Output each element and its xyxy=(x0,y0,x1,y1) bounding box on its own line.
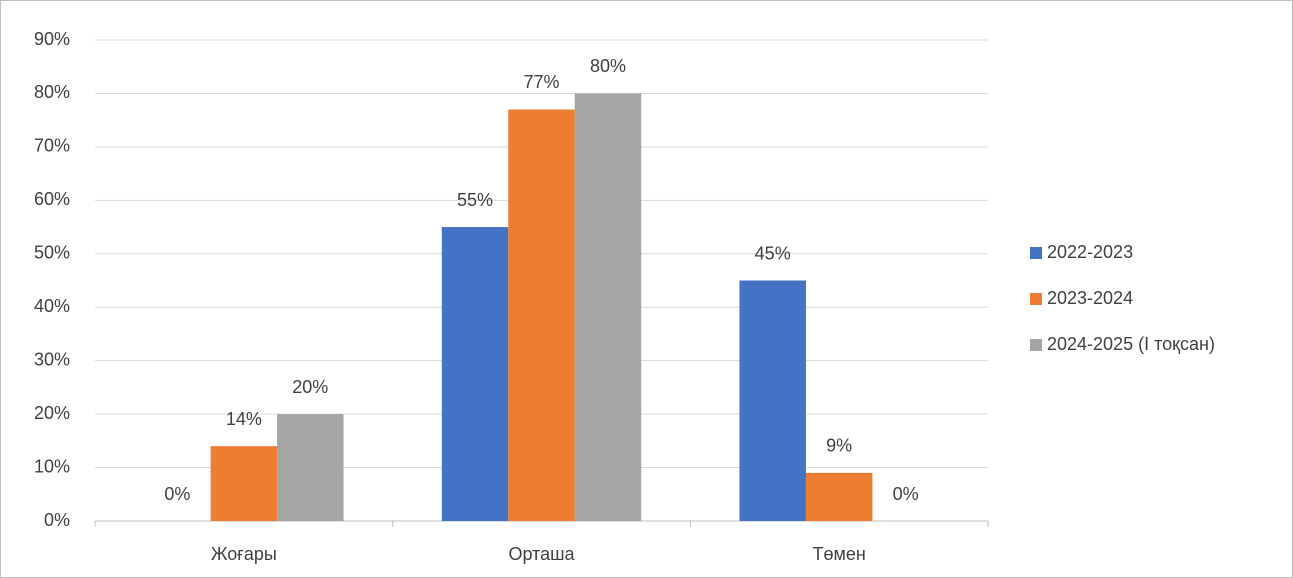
data-label: 77% xyxy=(523,72,559,92)
legend-swatch xyxy=(1030,293,1042,305)
y-tick-label: 20% xyxy=(34,403,70,423)
y-tick-label: 70% xyxy=(34,136,70,156)
bar xyxy=(210,446,278,521)
y-tick-label: 50% xyxy=(34,243,70,263)
y-tick-label: 40% xyxy=(34,296,70,316)
y-tick-label: 60% xyxy=(34,189,70,209)
x-tick-label: Жоғары xyxy=(211,544,277,564)
bar xyxy=(508,109,575,521)
bar xyxy=(574,93,642,521)
legend-label: 2024-2025 (І тоқсан) xyxy=(1047,334,1215,354)
x-tick-label: Орташа xyxy=(508,544,575,564)
data-label: 14% xyxy=(226,409,262,429)
y-tick-label: 30% xyxy=(34,349,70,369)
legend-swatch xyxy=(1030,247,1042,259)
data-label: 45% xyxy=(755,243,791,263)
bar xyxy=(441,227,509,522)
bar xyxy=(277,414,344,521)
y-tick-label: 90% xyxy=(34,29,70,49)
data-label: 0% xyxy=(164,484,190,504)
data-label: 20% xyxy=(292,377,328,397)
y-tick-label: 10% xyxy=(34,456,70,476)
data-label: 9% xyxy=(826,436,852,456)
x-tick-label: Төмен xyxy=(812,544,865,564)
data-label: 80% xyxy=(590,56,626,76)
bar xyxy=(739,280,806,521)
y-tick-label: 0% xyxy=(44,510,70,530)
legend-swatch xyxy=(1030,339,1042,351)
data-label: 0% xyxy=(893,484,919,504)
data-label: 55% xyxy=(457,190,493,210)
bar xyxy=(805,472,873,521)
legend-label: 2022-2023 xyxy=(1047,242,1133,262)
legend-label: 2023-2024 xyxy=(1047,288,1133,308)
y-tick-label: 80% xyxy=(34,82,70,102)
